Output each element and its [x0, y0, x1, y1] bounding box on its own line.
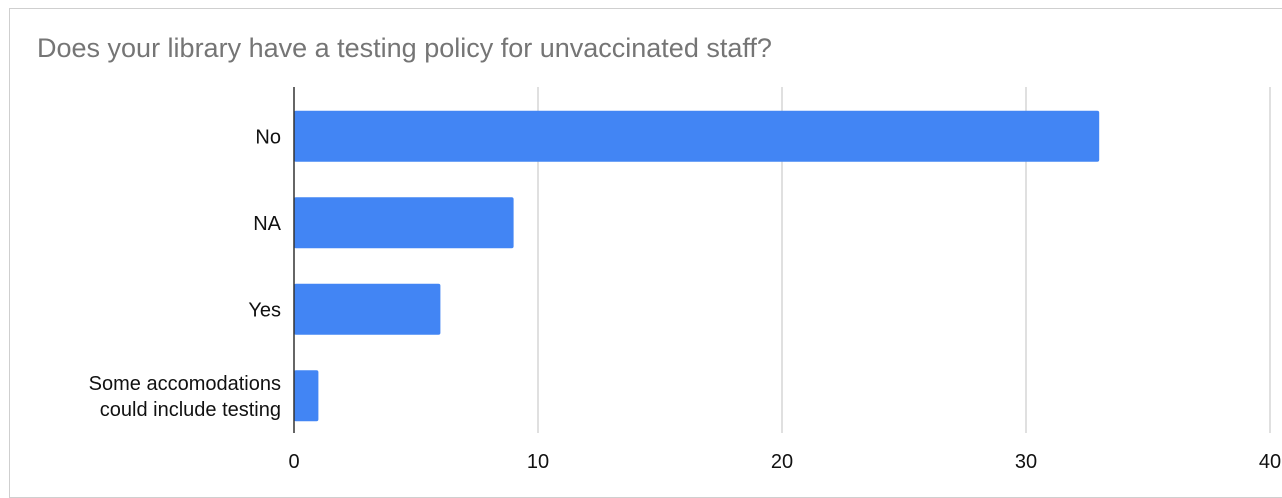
- category-labels: No NA Yes Some accomodations could include t…: [89, 126, 282, 421]
- category-label: NA: [253, 213, 281, 235]
- bar[interactable]: [294, 110, 1100, 162]
- category-label: Yes: [248, 299, 281, 321]
- x-tick-label: 0: [288, 451, 299, 473]
- bar[interactable]: [294, 283, 441, 335]
- category-label: could include testing: [100, 399, 281, 421]
- x-tick-label: 10: [527, 451, 549, 473]
- chart-frame: [9, 8, 1282, 498]
- chart-title: Does your library have a testing policy …: [37, 33, 772, 63]
- x-tick-label: 40: [1259, 451, 1281, 473]
- x-tick-labels: 0 10 20 30 40: [288, 451, 1281, 473]
- bars: [294, 110, 1100, 422]
- x-tick-label: 30: [1015, 451, 1037, 473]
- x-tick-label: 20: [771, 451, 793, 473]
- category-label: Some accomodations: [89, 373, 281, 395]
- category-label: No: [255, 126, 281, 148]
- bar[interactable]: [294, 370, 319, 422]
- bar[interactable]: [294, 197, 514, 249]
